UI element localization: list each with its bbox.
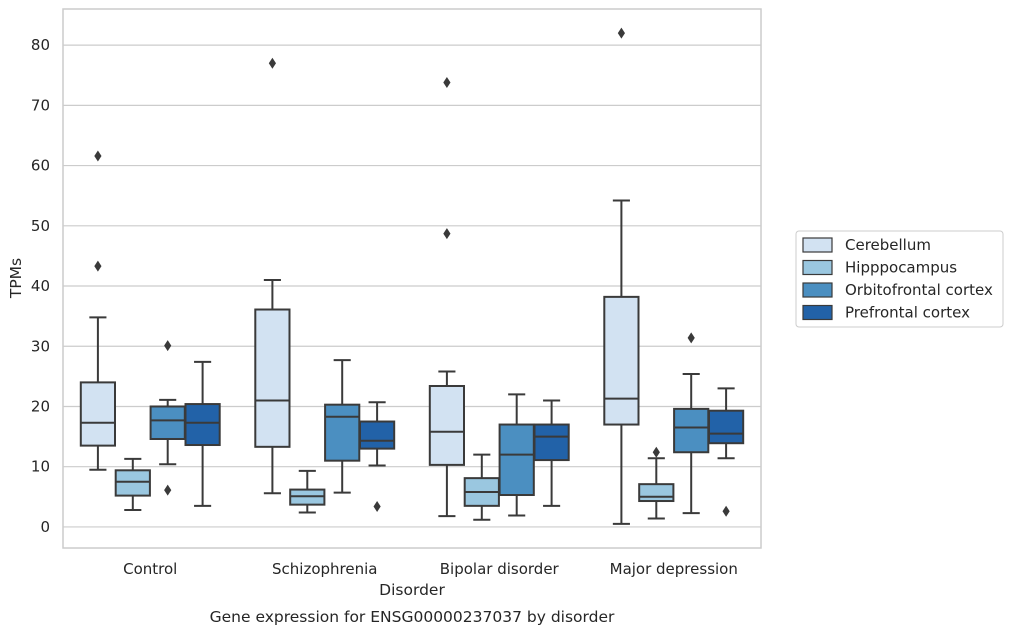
outlier-point: [94, 260, 102, 272]
box-iqr: [114, 469, 151, 497]
y-tick-label: 60: [31, 157, 50, 175]
box-group: [114, 457, 151, 512]
box-iqr: [707, 409, 745, 445]
y-axis-ticks: 0 10 20 30 40 50 60 70 80: [31, 36, 50, 536]
box-group: [149, 340, 186, 496]
y-tick-label: 20: [31, 397, 50, 415]
box-series: [79, 27, 745, 525]
box-group: [358, 401, 396, 512]
chart-title: Gene expression for ENSG00000237037 by d…: [210, 608, 615, 626]
box-iqr: [79, 381, 117, 447]
box-group: [603, 27, 640, 525]
outlier-point: [443, 228, 451, 240]
legend-frame: [795, 230, 1004, 328]
y-axis-label: TPMs: [7, 258, 25, 299]
box-iqr: [603, 295, 640, 426]
box-group: [289, 469, 326, 514]
box-iqr: [324, 403, 361, 462]
box-iqr: [184, 403, 221, 447]
box-group: [184, 360, 221, 507]
outlier-point: [722, 505, 730, 517]
legend-entry-label: Hipppocampus: [845, 259, 957, 277]
outlier-point: [617, 27, 625, 39]
y-tick-label: 80: [31, 36, 50, 54]
y-tick-label: 10: [31, 458, 50, 476]
legend-swatch: [802, 304, 833, 321]
box-group: [533, 399, 570, 507]
outlier-point: [164, 340, 172, 352]
box-group: [254, 57, 291, 495]
y-tick-label: 30: [31, 337, 50, 355]
x-axis-label: Disorder: [379, 581, 445, 599]
outlier-point: [443, 76, 451, 88]
legend-swatch: [802, 237, 833, 253]
outlier-point: [687, 332, 695, 344]
y-tick-label: 70: [31, 96, 50, 114]
outlier-point: [652, 446, 660, 458]
box-iqr: [358, 420, 396, 450]
box-iqr: [638, 483, 675, 503]
x-tick-label: Bipolar disorder: [440, 560, 560, 578]
plot-area: [62, 8, 762, 549]
box-iqr: [673, 407, 710, 454]
y-tick-label: 40: [31, 277, 50, 295]
outlier-point: [373, 500, 381, 512]
x-axis-ticks: Control Schizophrenia Bipolar disorder Majo…: [123, 560, 738, 578]
grid-lines: [63, 44, 761, 528]
legend-entry-label: Orbitofrontal cortex: [845, 281, 993, 299]
box-iqr: [254, 308, 291, 448]
box-iqr: [498, 423, 535, 497]
box-group: [463, 453, 500, 521]
box-group: [638, 446, 675, 520]
legend-entry-label: Cerebellum: [845, 236, 931, 254]
y-tick-label: 0: [40, 518, 50, 536]
legend-swatch: [802, 282, 833, 298]
legend: Cerebellum Hipppocampus Orbitofrontal cort…: [795, 230, 1004, 328]
box-group: [428, 76, 466, 518]
legend-entry-label: Prefrontal cortex: [845, 304, 970, 322]
x-tick-label: Schizophrenia: [272, 560, 377, 578]
legend-swatch: [802, 259, 833, 276]
box-iqr: [533, 423, 570, 462]
box-iqr: [428, 384, 466, 466]
x-tick-label: Control: [123, 560, 177, 578]
y-tick-label: 50: [31, 217, 50, 235]
outlier-point: [164, 484, 172, 496]
box-group: [673, 332, 710, 515]
box-group: [707, 387, 745, 517]
outlier-point: [94, 150, 102, 162]
box-group: [79, 150, 117, 471]
x-tick-label: Major depression: [610, 560, 738, 578]
outlier-point: [268, 57, 276, 69]
box-iqr: [149, 405, 186, 440]
